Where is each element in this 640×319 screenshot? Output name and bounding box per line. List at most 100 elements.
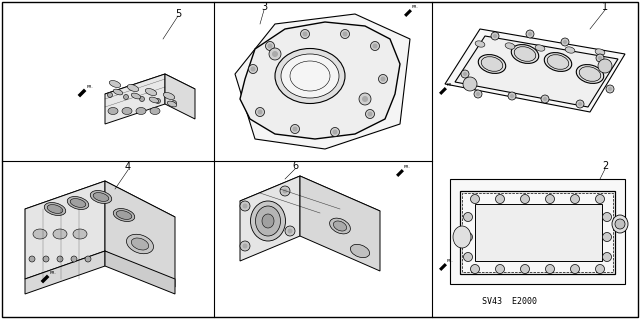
- Circle shape: [541, 95, 549, 103]
- Circle shape: [570, 264, 579, 273]
- Circle shape: [470, 195, 479, 204]
- Ellipse shape: [113, 209, 135, 221]
- Ellipse shape: [505, 43, 515, 49]
- Circle shape: [240, 241, 250, 251]
- Ellipse shape: [131, 238, 148, 250]
- Circle shape: [615, 219, 625, 229]
- Circle shape: [463, 253, 472, 262]
- Ellipse shape: [612, 215, 628, 233]
- Circle shape: [561, 38, 569, 46]
- Circle shape: [463, 72, 467, 76]
- Ellipse shape: [281, 54, 339, 98]
- Circle shape: [595, 195, 605, 204]
- Circle shape: [495, 195, 504, 204]
- Circle shape: [545, 195, 554, 204]
- Text: 1: 1: [602, 2, 608, 12]
- Circle shape: [291, 124, 300, 133]
- Circle shape: [545, 264, 554, 273]
- Text: 5: 5: [175, 9, 181, 19]
- Ellipse shape: [47, 204, 63, 213]
- Circle shape: [287, 228, 292, 234]
- Polygon shape: [455, 36, 618, 107]
- Circle shape: [124, 94, 129, 100]
- Polygon shape: [77, 89, 86, 97]
- Ellipse shape: [535, 45, 545, 51]
- Polygon shape: [40, 275, 49, 283]
- Circle shape: [463, 212, 472, 221]
- Ellipse shape: [67, 197, 89, 210]
- Circle shape: [378, 75, 387, 84]
- Polygon shape: [235, 14, 410, 149]
- Ellipse shape: [333, 221, 347, 231]
- Circle shape: [285, 226, 295, 236]
- Circle shape: [595, 264, 605, 273]
- Circle shape: [269, 48, 281, 60]
- Ellipse shape: [136, 108, 146, 115]
- Circle shape: [570, 195, 579, 204]
- Ellipse shape: [53, 229, 67, 239]
- Circle shape: [563, 40, 567, 44]
- Polygon shape: [240, 176, 380, 241]
- Polygon shape: [300, 176, 380, 271]
- Circle shape: [362, 96, 368, 102]
- Polygon shape: [105, 251, 175, 294]
- Circle shape: [598, 59, 612, 73]
- Circle shape: [248, 64, 257, 73]
- Circle shape: [268, 43, 273, 48]
- Ellipse shape: [127, 85, 139, 92]
- Circle shape: [257, 109, 262, 115]
- Ellipse shape: [514, 47, 536, 61]
- Text: FR.: FR.: [404, 165, 410, 169]
- Circle shape: [340, 29, 349, 39]
- Ellipse shape: [595, 49, 605, 55]
- Ellipse shape: [93, 193, 109, 201]
- Ellipse shape: [453, 226, 471, 248]
- Circle shape: [470, 264, 479, 273]
- Circle shape: [108, 93, 113, 98]
- Circle shape: [140, 97, 145, 101]
- Polygon shape: [240, 176, 300, 261]
- Polygon shape: [404, 9, 412, 17]
- Text: 2: 2: [602, 161, 608, 171]
- Ellipse shape: [109, 80, 121, 87]
- Polygon shape: [25, 251, 105, 294]
- Text: FR.: FR.: [447, 259, 454, 263]
- Circle shape: [243, 243, 248, 249]
- Ellipse shape: [150, 108, 160, 115]
- Circle shape: [598, 56, 602, 60]
- Ellipse shape: [122, 108, 132, 115]
- Ellipse shape: [90, 190, 112, 204]
- Circle shape: [57, 256, 63, 262]
- Ellipse shape: [565, 47, 575, 53]
- Ellipse shape: [145, 88, 157, 95]
- Ellipse shape: [163, 93, 175, 100]
- Circle shape: [342, 32, 348, 36]
- Circle shape: [510, 94, 514, 98]
- Circle shape: [528, 32, 532, 36]
- Ellipse shape: [250, 201, 285, 241]
- Circle shape: [372, 43, 378, 48]
- Circle shape: [250, 66, 255, 71]
- Polygon shape: [105, 74, 165, 124]
- Circle shape: [476, 92, 480, 96]
- Circle shape: [526, 30, 534, 38]
- Ellipse shape: [108, 108, 118, 115]
- Text: FR.: FR.: [412, 5, 419, 9]
- Polygon shape: [240, 22, 400, 139]
- Circle shape: [463, 233, 472, 241]
- Ellipse shape: [167, 101, 177, 107]
- Text: FR.: FR.: [49, 271, 56, 275]
- Ellipse shape: [511, 45, 539, 63]
- Circle shape: [606, 85, 614, 93]
- Ellipse shape: [149, 97, 159, 103]
- Circle shape: [255, 108, 264, 116]
- Circle shape: [474, 90, 482, 98]
- Circle shape: [292, 127, 298, 131]
- Circle shape: [543, 97, 547, 101]
- Ellipse shape: [579, 67, 601, 81]
- Ellipse shape: [116, 211, 132, 219]
- Ellipse shape: [33, 229, 47, 239]
- Text: FR.: FR.: [447, 83, 454, 87]
- Ellipse shape: [275, 48, 345, 103]
- Circle shape: [596, 54, 604, 62]
